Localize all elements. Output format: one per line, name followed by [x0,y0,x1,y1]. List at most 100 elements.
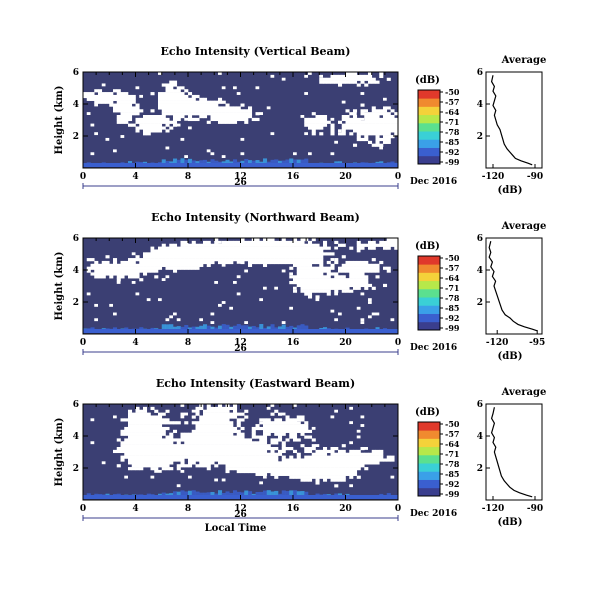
no-data-cell [195,449,200,454]
no-data-cell [161,106,166,110]
no-data-cell [353,143,358,147]
no-data-cell [248,469,253,474]
no-data-cell [308,269,313,273]
no-data-cell [86,94,91,99]
no-data-cell [180,432,185,436]
no-data-cell [274,432,279,436]
no-data-cell [356,275,361,279]
no-data-cell [199,435,204,439]
no-data-cell [371,286,376,290]
surface-echo-cell [270,324,275,333]
no-data-cell [199,455,204,459]
no-data-cell [296,272,301,276]
no-data-cell [161,246,166,250]
no-data-cell [120,120,125,124]
no-data-cell [139,409,144,413]
no-data-cell [330,452,335,456]
no-data-cell [173,80,178,84]
no-data-cell [330,283,335,288]
no-data-cell [341,132,346,136]
no-data-cell [349,464,354,468]
no-data-cell [131,412,136,416]
no-data-cell [371,126,376,130]
no-data-cell [176,260,181,265]
no-data-cell [326,80,331,84]
no-data-cell [323,286,328,290]
no-data-cell [233,435,238,439]
no-data-cell [229,441,234,445]
no-data-cell [315,283,320,288]
colorbar-segment [418,313,440,323]
no-data-cell [356,263,361,267]
no-data-cell [364,126,369,130]
no-data-cell [244,458,249,462]
profile-y-tick-label: 4 [477,266,483,276]
no-data-cell [210,415,215,419]
no-data-cell [266,432,271,436]
no-data-cell [319,269,324,273]
no-data-cell [150,406,155,411]
no-data-cell [161,249,166,253]
no-data-cell [293,429,298,433]
no-data-cell [128,441,133,445]
no-data-cell [341,472,346,476]
no-data-speck [281,77,286,81]
no-data-cell [199,249,204,253]
no-data-cell [353,123,358,127]
no-data-cell [154,129,159,133]
no-data-cell [135,112,140,116]
no-data-cell [135,269,140,273]
no-data-cell [229,461,234,465]
no-data-cell [154,258,159,262]
no-data-cell [319,286,324,290]
no-data-speck [180,469,185,473]
colorbar-segment [418,305,440,314]
no-data-cell [236,424,241,428]
no-data-cell [229,117,234,122]
no-data-cell [349,123,354,127]
no-data-cell [195,263,200,267]
y-tick-label: 6 [73,234,79,244]
no-data-cell [233,404,238,408]
no-data-cell [221,432,226,436]
no-data-cell [214,252,219,256]
y-axis-label: Height (km) [54,86,65,155]
no-data-cell [229,464,234,468]
no-data-cell [360,272,365,276]
no-data-cell [323,80,328,84]
no-data-cell [206,424,211,428]
no-data-cell [270,469,275,474]
no-data-cell [158,421,163,425]
no-data-cell [191,458,196,462]
no-data-cell [338,452,343,456]
no-data-cell [266,452,271,456]
no-data-cell [236,115,241,119]
no-data-cell [251,432,256,436]
no-data-cell [150,464,155,468]
no-data-cell [311,455,316,459]
no-data-cell [341,129,346,133]
no-data-cell [135,263,140,267]
no-data-cell [270,240,275,245]
no-data-cell [150,260,155,265]
no-data-cell [98,94,103,99]
no-data-cell [390,117,395,122]
no-data-cell [184,255,189,259]
no-data-cell [128,123,133,127]
no-data-cell [221,412,226,416]
no-data-cell [139,435,144,439]
no-data-cell [240,258,245,262]
no-data-cell [135,120,140,124]
surface-echo-cell [169,324,174,333]
no-data-cell [169,455,174,459]
no-data-cell [233,412,238,416]
no-data-cell [259,449,264,454]
no-data-cell [210,424,215,428]
no-data-cell [353,467,358,471]
no-data-cell [203,112,208,116]
no-data-cell [124,455,129,459]
no-data-cell [319,132,324,136]
no-data-cell [375,120,380,124]
no-data-speck [165,318,170,322]
surface-echo-cell [180,158,185,167]
